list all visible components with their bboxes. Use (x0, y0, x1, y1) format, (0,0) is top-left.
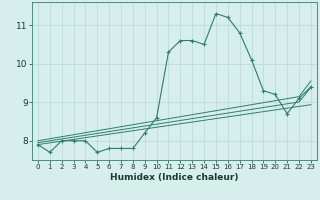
X-axis label: Humidex (Indice chaleur): Humidex (Indice chaleur) (110, 173, 239, 182)
